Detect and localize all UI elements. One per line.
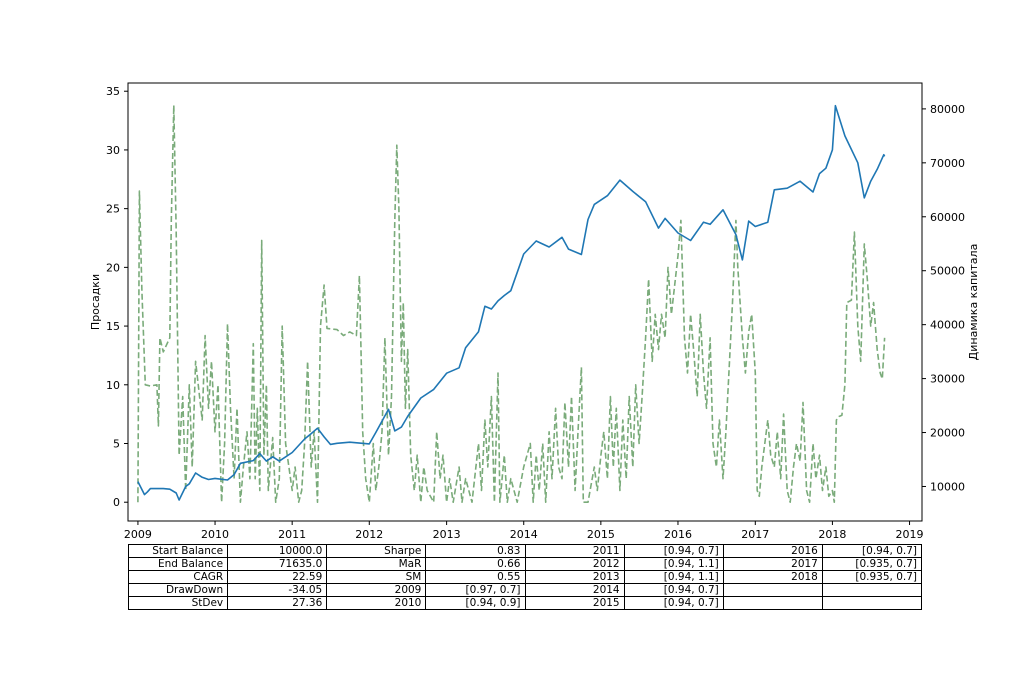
stats-cell: [0.94, 1.1]	[623, 570, 724, 584]
plot-frame	[127, 82, 923, 522]
x-tick-label: 2013	[433, 528, 461, 540]
x-tick-label: 2010	[201, 528, 229, 540]
stats-cell: [0.94, 0.7]	[821, 544, 923, 558]
stats-cell: 2012	[524, 557, 625, 571]
stats-row: DrawDown -34.05 2009 [0.97, 0.7] 2014 [0.94, …	[127, 583, 923, 597]
stats-cell: -34.05	[227, 583, 328, 597]
x-tick-label: 2009	[124, 528, 152, 540]
stats-cell: Sharpe	[326, 544, 427, 558]
stats-cell: 2017	[722, 557, 823, 571]
stats-cell: 0.66	[425, 557, 526, 571]
x-tick-label: 2017	[741, 528, 769, 540]
stats-cell: [0.94, 0.7]	[623, 583, 724, 597]
stats-cell	[821, 596, 923, 610]
y-right-tick-label: 40000	[930, 319, 965, 332]
stats-cell	[722, 583, 823, 597]
stats-cell: [0.935, 0.7]	[821, 570, 923, 584]
stats-cell: StDev	[127, 596, 229, 610]
y-right-tick-label: 60000	[930, 211, 965, 224]
stats-cell: 2018	[722, 570, 823, 584]
stats-cell: 71635.0	[227, 557, 328, 571]
stats-cell: CAGR	[127, 570, 229, 584]
x-tick-label: 2018	[818, 528, 846, 540]
x-tick-label: 2019	[896, 528, 924, 540]
plot-series	[137, 104, 886, 504]
stats-cell: [0.94, 1.1]	[623, 557, 724, 571]
stats-cell: 2013	[524, 570, 625, 584]
y-right-axis-label: Динамика капитала	[967, 244, 980, 361]
stats-cell: 2014	[524, 583, 625, 597]
stats-cell	[821, 583, 923, 597]
y-right-tick-label: 80000	[930, 103, 965, 116]
stats-cell: 2016	[722, 544, 823, 558]
stats-table: Start Balance 10000.0 Sharpe 0.83 2011 [0.94,…	[127, 544, 923, 610]
y-left-tick-label: 25	[106, 203, 120, 216]
stats-cell: 2011	[524, 544, 625, 558]
drawdown-series-line	[137, 104, 886, 504]
stats-cell: DrawDown	[127, 583, 229, 597]
stats-row: Start Balance 10000.0 Sharpe 0.83 2011 [0.94,…	[127, 544, 923, 558]
x-tick-label: 2012	[355, 528, 383, 540]
stats-cell: [0.94, 0.7]	[623, 544, 724, 558]
stats-cell: 2010	[326, 596, 427, 610]
stats-row: End Balance 71635.0 MaR 0.66 2012 [0.94, 1.1]…	[127, 557, 923, 571]
stats-row: StDev 27.36 2010 [0.94, 0.9] 2015 [0.94, 0.7]	[127, 596, 923, 610]
stats-cell: 10000.0	[227, 544, 328, 558]
x-tick-label: 2016	[664, 528, 692, 540]
stats-cell: SM	[326, 570, 427, 584]
equity-drawdown-chart: 2009 2010 2011 2012 2013 2014 2015 2016 2017 2018…	[89, 82, 980, 540]
stats-cell: End Balance	[127, 557, 229, 571]
stats-cell: 22.59	[227, 570, 328, 584]
y-left-tick-label: 0	[113, 496, 120, 509]
stats-cell: [0.94, 0.7]	[623, 596, 724, 610]
stats-cell: MaR	[326, 557, 427, 571]
y-left-tick-label: 5	[113, 437, 120, 450]
y-left-tick-label: 15	[106, 320, 120, 333]
y-right-tick-label: 20000	[930, 427, 965, 440]
y-right-tick-label: 70000	[930, 157, 965, 170]
y-left-tick-label: 35	[106, 85, 120, 98]
stats-cell: [0.97, 0.7]	[425, 583, 526, 597]
axes: 2009 2010 2011 2012 2013 2014 2015 2016 2017 2018…	[106, 85, 965, 540]
x-tick-label: 2011	[278, 528, 306, 540]
y-right-tick-label: 50000	[930, 265, 965, 278]
x-tick-label: 2015	[587, 528, 615, 540]
y-left-tick-label: 30	[106, 144, 120, 157]
stats-cell: [0.935, 0.7]	[821, 557, 923, 571]
equity-series-line	[137, 104, 886, 501]
stats-cell: 2009	[326, 583, 427, 597]
stats-cell: 0.55	[425, 570, 526, 584]
y-left-tick-label: 10	[106, 379, 120, 392]
y-right-tick-label: 30000	[930, 373, 965, 386]
y-right-tick-label: 10000	[930, 480, 965, 493]
stats-row: CAGR 22.59 SM 0.55 2013 [0.94, 1.1] 2018 [0.935…	[127, 570, 923, 584]
x-tick-label: 2014	[510, 528, 538, 540]
stats-cell: 27.36	[227, 596, 328, 610]
stats-cell: 0.83	[425, 544, 526, 558]
stats-cell: Start Balance	[127, 544, 229, 558]
stats-cell	[722, 596, 823, 610]
stats-cell: [0.94, 0.9]	[425, 596, 526, 610]
y-left-axis-label: Просадки	[89, 274, 102, 330]
y-left-tick-label: 20	[106, 261, 120, 274]
stats-cell: 2015	[524, 596, 625, 610]
